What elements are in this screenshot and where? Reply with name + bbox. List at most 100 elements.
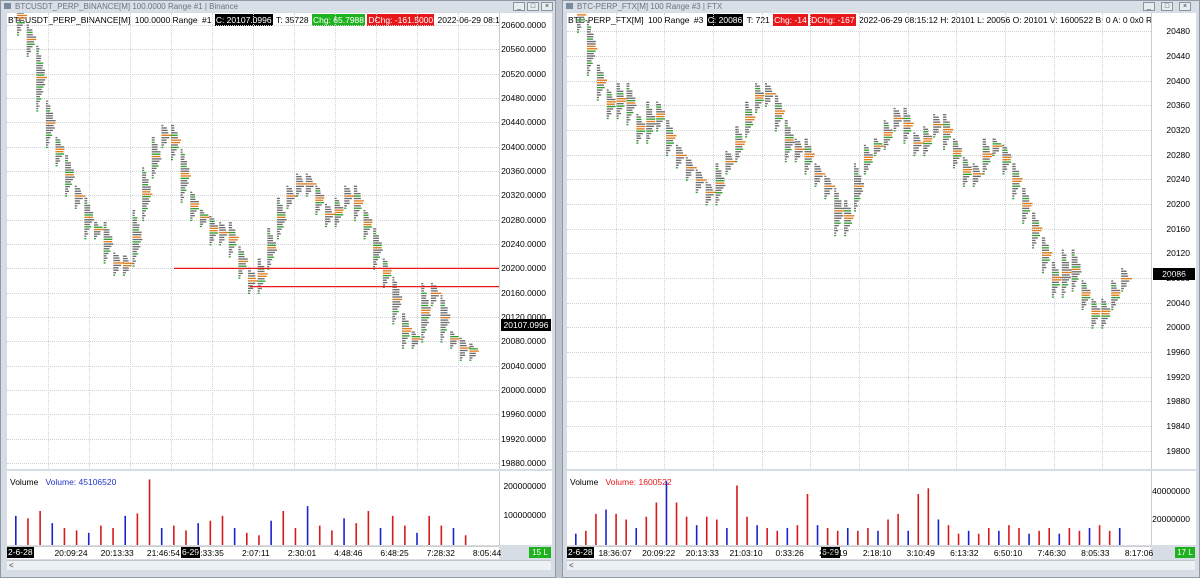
profile-bar (596, 77, 604, 79)
profile-column (209, 215, 219, 246)
profile-bar (943, 114, 947, 116)
price-tick-label: 20000.0000 (501, 384, 546, 395)
volume-bar (1068, 528, 1071, 545)
profile-bar (296, 192, 299, 195)
profile-bar (113, 269, 119, 271)
profile-bar (1041, 269, 1045, 271)
profile-bar (755, 104, 760, 106)
volume-panel[interactable]: Volume Volume: 1600522 (567, 471, 1151, 545)
price-chart-area[interactable]: BTC-PERP_FTX[M] 100 Range #3 C: 20086 T:… (567, 13, 1151, 469)
profile-bar (952, 159, 958, 162)
profile-bar (142, 203, 149, 205)
profile-bar (854, 210, 856, 212)
profile-bar (132, 236, 142, 238)
profile-bar (334, 200, 340, 202)
profile-bar (411, 342, 418, 345)
profile-bar (84, 235, 87, 237)
profile-bar (36, 107, 39, 110)
profile-bar (666, 144, 672, 147)
window-title-bar[interactable]: BTCUSDT_PERP_BINANCE[M] 100.0000 Range #… (1, 1, 555, 12)
profile-bar (286, 205, 290, 207)
minimize-button[interactable]: _ (1143, 2, 1155, 11)
profile-bar (55, 146, 65, 148)
profile-bar (421, 282, 424, 285)
volume-axis[interactable]: 40000000 20000000 (1151, 471, 1196, 545)
time-tick-label: 0:33:35 (195, 548, 224, 558)
profile-bar (774, 130, 777, 132)
profile-bar (180, 172, 189, 175)
profile-bar (1121, 290, 1124, 292)
profile-bar (923, 126, 926, 128)
profile-bar (943, 118, 947, 121)
profile-bar (606, 96, 613, 98)
profile-bar (952, 167, 955, 169)
profile-bar (1081, 306, 1084, 308)
window-title-bar[interactable]: BTC-PERP_FTX[M] 100 Range #3 | FTX (563, 1, 1199, 12)
volume-legend: Volume Volume: 1600522 (570, 477, 672, 487)
profile-bar (334, 223, 337, 225)
profile-column (219, 222, 230, 246)
profile-bar (834, 222, 841, 224)
profile-column (923, 126, 933, 157)
profile-bar (1022, 188, 1026, 190)
profile-bar (863, 151, 870, 154)
profile-bar (824, 178, 830, 180)
price-tick-label: 20480 (1166, 26, 1190, 37)
profile-bar (685, 169, 694, 171)
profile-bar (755, 92, 764, 94)
volume-bar (897, 513, 899, 545)
profile-bar (344, 185, 347, 188)
volume-legend: Volume Volume: 45106520 (10, 477, 116, 487)
profile-bar (1041, 266, 1047, 269)
profile-bar (1012, 190, 1016, 192)
profile-bar (363, 209, 366, 212)
profile-bar (794, 158, 798, 160)
profile-bar (151, 158, 162, 160)
profile-bar (315, 197, 325, 199)
price-tick-label: 20400.0000 (501, 141, 546, 152)
profile-bar (373, 244, 382, 247)
minimize-button[interactable]: _ (513, 2, 525, 11)
horizontal-scrollbar[interactable]: < (567, 560, 1195, 570)
price-axis[interactable]: 20086 20480 20440 20400 20360 20320 20280 2024… (1151, 13, 1196, 469)
close-button[interactable]: × (541, 2, 553, 11)
profile-bar (142, 198, 149, 200)
profile-bar (228, 222, 232, 224)
profile-bar (315, 194, 325, 197)
profile-bar (36, 88, 42, 91)
maximize-button[interactable]: □ (527, 2, 539, 11)
chart-window-ftx[interactable]: BTC-PERP_FTX[M] 100 Range #3 | FTX _ □ ×… (562, 0, 1200, 578)
profile-bar (883, 124, 889, 127)
profile-bar (267, 228, 271, 230)
price-axis[interactable]: 20107.0996 20600.0000 20560.0000 20520.000… (499, 13, 552, 469)
time-axis[interactable]: 2-6-28 6-29 20:09:24 20:13:33 21:46:54 0:33… (7, 546, 501, 559)
scroll-left-icon[interactable]: < (9, 561, 14, 570)
scroll-left-icon[interactable]: < (569, 561, 574, 570)
profile-bar (715, 172, 722, 175)
volume-tick: 100000000 (503, 510, 546, 520)
profile-bar (209, 220, 215, 222)
price-chart-area[interactable]: BTCUSDT_PERP_BINANCE[M] 100.0000 Range #… (7, 13, 499, 469)
profile-bar (209, 225, 219, 227)
close-button[interactable]: × (1179, 2, 1191, 11)
horizontal-scrollbar[interactable]: < (7, 560, 551, 570)
time-axis[interactable]: 2-6-28 6-29 18:36:07 20:09:22 20:13:33 21:0… (567, 546, 1153, 559)
profile-bar (180, 201, 183, 203)
profile-bar (430, 290, 438, 292)
profile-bar (209, 239, 215, 241)
chart-window-binance[interactable]: BTCUSDT_PERP_BINANCE[M] 100.0000 Range #… (0, 0, 556, 578)
profile-bar (344, 207, 347, 209)
volume-svg (15, 479, 467, 545)
maximize-button[interactable]: □ (1161, 2, 1173, 11)
profile-bar (1121, 270, 1127, 272)
profile-column (962, 157, 973, 187)
profile-bar (219, 229, 227, 231)
date-tag-mid: 6-29 (181, 547, 201, 558)
profile-bar (248, 285, 253, 287)
volume-panel[interactable]: Volume Volume: 45106520 (7, 471, 499, 545)
volume-bar (816, 525, 819, 545)
profile-bar (36, 86, 44, 88)
profile-bar (17, 26, 21, 29)
volume-axis[interactable]: 200000000 100000000 (499, 471, 552, 545)
volume-bar (957, 533, 960, 545)
